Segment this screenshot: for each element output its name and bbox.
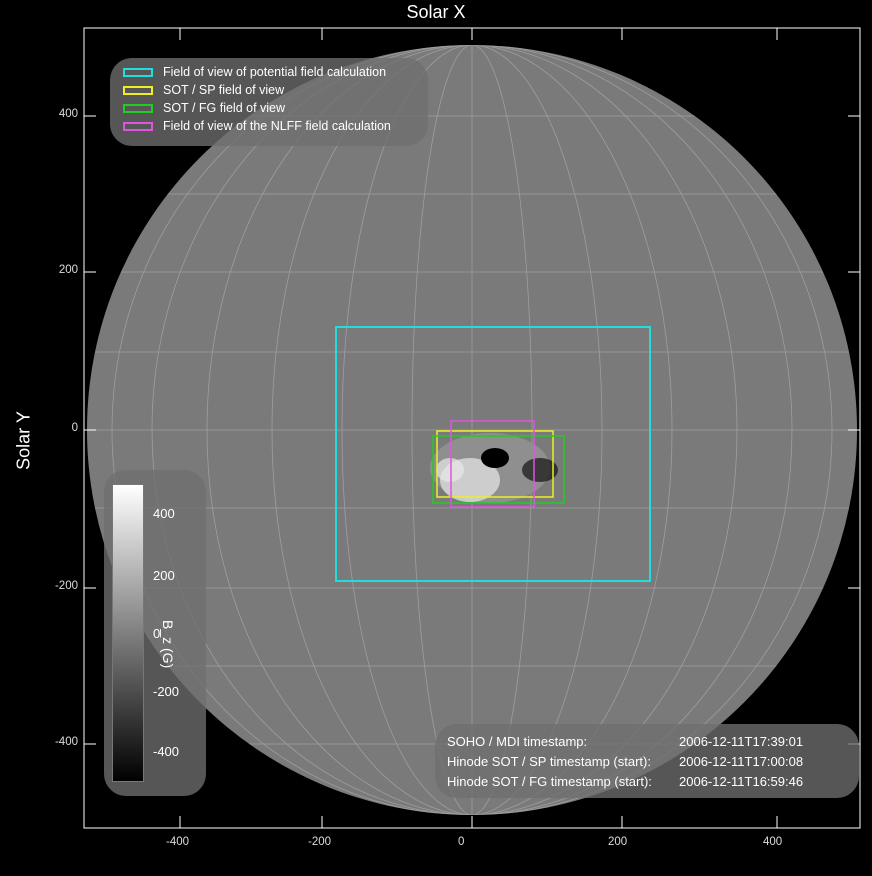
legend-item: SOT / SP field of view: [123, 82, 284, 98]
legend-label: SOT / FG field of view: [163, 101, 286, 115]
legend-item: SOT / FG field of view: [123, 100, 285, 116]
colorbar-gradient: [112, 484, 144, 782]
x-tick-label: 0: [458, 836, 465, 848]
timestamp-panel: SOHO / MDI timestamp: 2006-12-11T17:39:0…: [435, 724, 859, 798]
y-tick-label: 200: [58, 264, 78, 276]
timestamp-value: 2006-12-11T17:39:01: [679, 734, 804, 749]
timestamp-label: Hinode SOT / SP timestamp (start):: [447, 754, 651, 769]
legend-item: Field of view of potential field calcula…: [123, 64, 386, 80]
colorbar-tick: -400: [153, 744, 180, 759]
colorbar-tick: 400: [153, 506, 175, 521]
x-tick-label: -400: [166, 836, 190, 848]
timestamp-value: 2006-12-11T16:59:46: [679, 774, 804, 789]
potential-field-fov: [335, 326, 651, 582]
y-tick-label: 400: [58, 108, 78, 120]
legend-label: SOT / SP field of view: [163, 83, 285, 97]
colorbar-label: B_z (G): [160, 620, 176, 669]
x-tick-label: 400: [763, 836, 783, 848]
timestamp-label: SOHO / MDI timestamp:: [447, 734, 588, 749]
fov-legend: Field of view of potential field calcula…: [110, 58, 428, 146]
x-tick-label: -200: [308, 836, 332, 848]
legend-swatch: [123, 121, 153, 131]
colorbar-tick: 200: [153, 568, 175, 583]
nlff-fov: [450, 420, 535, 508]
sot-sp-fov: [436, 430, 554, 498]
map-title: Solar X: [406, 2, 466, 22]
sot-fg-fov: [432, 435, 565, 504]
y-tick-label: 0: [71, 422, 78, 434]
x-tick-label: 200: [608, 836, 628, 848]
legend-swatch: [123, 103, 153, 113]
colorbar-panel: 400 200 0 -200 -400 B_z (G): [104, 470, 206, 796]
axis-ticks: [84, 28, 860, 828]
y-tick-label: -400: [54, 736, 78, 748]
active-region: [430, 433, 558, 503]
timestamp-label: Hinode SOT / FG timestamp (start):: [447, 774, 652, 789]
legend-label: Field of view of potential field calcula…: [163, 65, 387, 79]
timestamp-value: 2006-12-11T17:00:08: [679, 754, 804, 769]
y-axis-label: Solar Y: [13, 411, 34, 470]
colorbar-tick: -200: [153, 684, 180, 699]
legend-label: Field of view of the NLFF field calculat…: [163, 119, 391, 133]
y-tick-label: -200: [54, 580, 78, 592]
colorbar-tick: 0: [153, 626, 161, 641]
disk-grid: [87, 45, 857, 815]
legend-item: Field of view of the NLFF field calculat…: [123, 118, 391, 134]
legend-swatch: [123, 85, 153, 95]
legend-swatch: [123, 67, 153, 77]
